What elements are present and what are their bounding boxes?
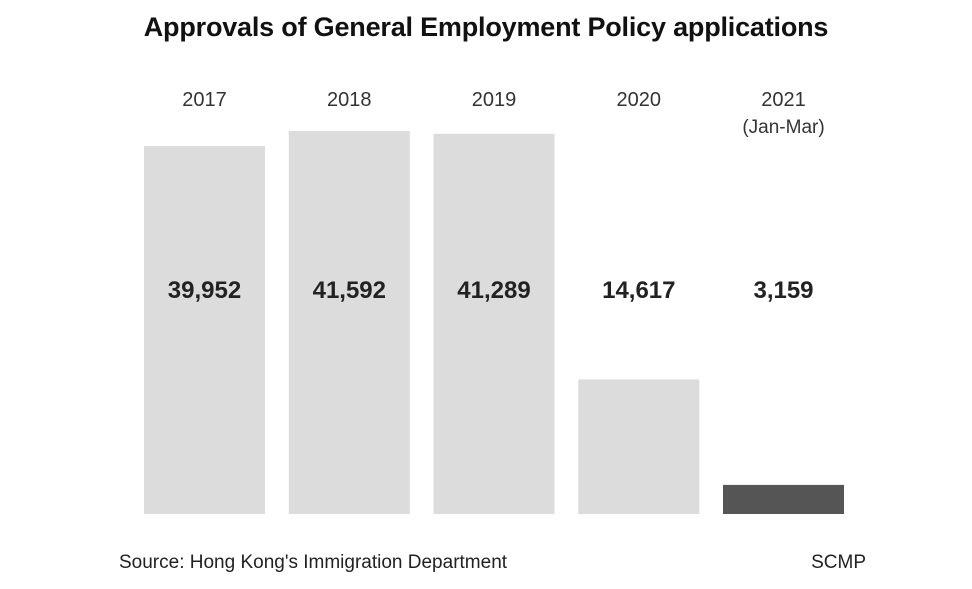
bar-2018 [288,131,410,514]
value-label-2019: 41,289 [457,277,530,304]
value-label-2021: 3,159 [753,277,813,304]
category-note-2021: (Jan-Mar) [742,117,824,138]
value-label-2020: 14,617 [602,277,675,304]
bar-2017 [144,146,265,514]
bar-2020 [578,379,700,514]
value-label-2018: 41,592 [313,277,386,304]
chart-title: Approvals of General Employment Policy a… [143,12,829,42]
category-label-2019: 2019 [472,89,517,111]
category-label-2017: 2017 [182,89,227,111]
publisher-credit: SCMP [811,552,866,573]
value-label-2017: 39,952 [168,277,241,304]
bar-2019 [433,133,555,515]
category-label-2021: 2021 [761,89,806,111]
category-label-2018: 2018 [327,89,372,111]
bar-2021 [723,484,844,514]
category-label-2020: 2020 [617,89,662,111]
source-note: Source: Hong Kong's Immigration Departme… [119,552,508,573]
